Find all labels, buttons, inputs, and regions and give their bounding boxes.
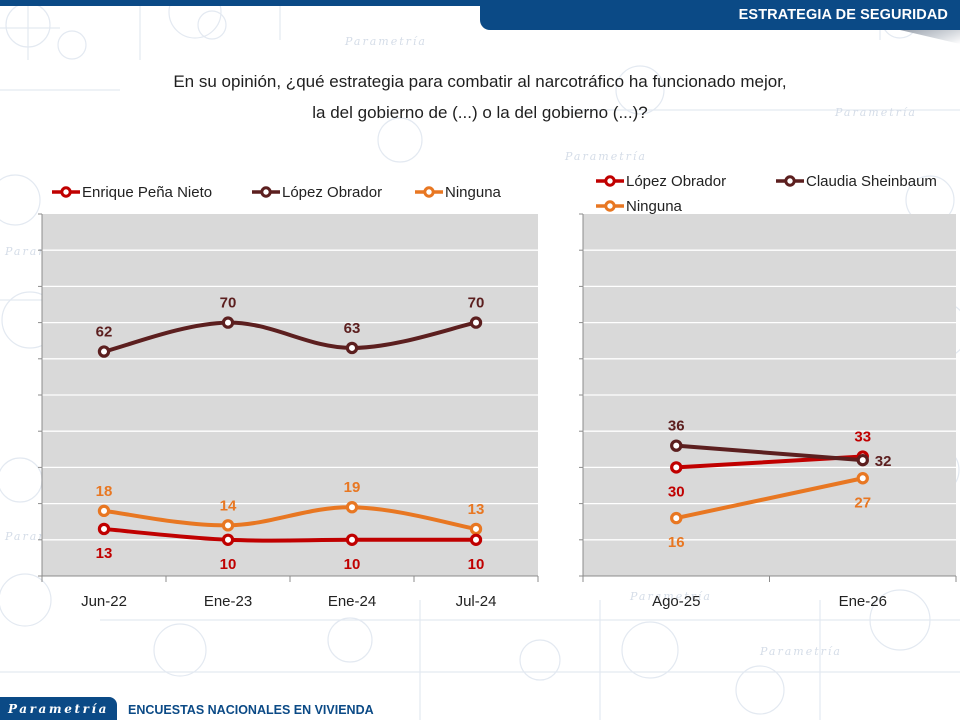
legend-label: López Obrador: [282, 184, 382, 201]
data-point-marker: [221, 316, 235, 329]
legend-swatch-marker: [604, 175, 616, 187]
series-line: [102, 505, 478, 531]
x-tick-label: Ene-26: [839, 593, 887, 610]
series-line: [674, 443, 865, 463]
data-point-marker: [856, 453, 869, 467]
legend-swatch-marker: [60, 186, 72, 198]
chart-left-legend: Enrique Peña Nieto López Obrador Ninguna: [52, 184, 502, 201]
legend-swatch-marker: [423, 186, 435, 198]
logo-text: Parametría: [7, 701, 110, 716]
data-point-marker: [670, 439, 683, 452]
data-label: 63: [344, 320, 361, 337]
footer-subtitle: ENCUESTAS NACIONALES EN VIVIENDA: [128, 703, 374, 717]
data-label: 14: [220, 497, 237, 514]
x-tick-label: Ene-23: [204, 593, 252, 610]
series-claudia-sheinbaum: 36 32: [668, 418, 892, 470]
data-label: 13: [96, 545, 113, 562]
x-tick-label: Jun-22: [81, 593, 127, 610]
chart-right-x-tick-labels: Ago-25 Ene-26: [652, 593, 887, 610]
legend-swatch-marker: [784, 175, 796, 187]
legend-label: Ninguna: [445, 184, 502, 201]
series-enrique-pe-a-nieto: 13 10 10 10: [96, 522, 485, 573]
data-label: 10: [220, 556, 237, 573]
legend-swatch-marker: [260, 186, 272, 198]
data-label: 70: [220, 295, 237, 312]
x-tick-label: Jul-24: [456, 593, 497, 610]
legend-item: López Obrador: [252, 184, 382, 201]
series-line: [102, 320, 478, 354]
data-point-marker: [469, 533, 483, 547]
chart-right: López Obrador Claudia Sheinbaum Ninguna Ag…: [579, 173, 957, 610]
data-label: 10: [344, 556, 361, 573]
x-tick-label: Ago-25: [652, 593, 700, 610]
legend-label: Enrique Peña Nieto: [82, 184, 212, 201]
legend-item: Claudia Sheinbaum: [776, 173, 937, 190]
chart-right-legend: López Obrador Claudia Sheinbaum Ninguna: [596, 173, 937, 215]
data-label: 30: [668, 483, 685, 500]
data-label: 16: [668, 534, 685, 551]
data-point-marker: [221, 519, 235, 532]
chart-left-series: 18 14 19 13 13 10 10 10 62 70 63 70: [96, 295, 485, 573]
data-label: 32: [875, 453, 892, 470]
data-point-marker: [97, 522, 111, 536]
data-label: 13: [468, 501, 485, 518]
data-point-marker: [97, 345, 111, 358]
series-l-pez-obrador: 62 70 63 70: [96, 295, 485, 358]
chart-left-x-tick-labels: Jun-22 Ene-23 Ene-24 Jul-24: [81, 593, 496, 610]
legend-item: Enrique Peña Nieto: [52, 184, 212, 201]
data-label: 27: [854, 494, 871, 511]
data-point-marker: [345, 501, 359, 514]
data-point-marker: [97, 504, 111, 518]
legend-label: Claudia Sheinbaum: [806, 173, 937, 190]
data-point-marker: [469, 316, 483, 329]
data-point-marker: [345, 533, 359, 547]
x-tick-label: Ene-24: [328, 593, 376, 610]
legend-item: Ninguna: [596, 198, 683, 215]
data-label: 10: [468, 556, 485, 573]
chart-right-gridlines: [583, 249, 956, 541]
question-line-2: la del gobierno de (...) o la del gobier…: [312, 103, 648, 122]
parametria-logo: Parametría: [0, 697, 117, 720]
data-point-marker: [670, 511, 683, 525]
chart-left-gridlines: [42, 249, 538, 541]
legend-item: López Obrador: [596, 173, 726, 190]
data-point-marker: [221, 533, 235, 547]
series-ninguna: 18 14 19 13: [96, 479, 485, 536]
series-line: [102, 526, 478, 543]
legend-label: Ninguna: [626, 198, 683, 215]
series-line: [674, 476, 865, 521]
data-label: 18: [96, 483, 113, 500]
chart-right-axes: [579, 213, 957, 582]
data-point-marker: [670, 461, 683, 474]
data-label: 70: [468, 295, 485, 312]
data-label: 19: [344, 479, 361, 496]
data-point-marker: [345, 341, 359, 355]
legend-item: Ninguna: [415, 184, 502, 201]
series-l-pez-obrador: 30 33: [668, 429, 871, 501]
data-label: 36: [668, 418, 685, 435]
legend-swatch-marker: [604, 200, 616, 212]
data-label: 33: [854, 429, 871, 446]
data-point-marker: [469, 522, 483, 536]
legend-label: López Obrador: [626, 173, 726, 190]
data-label: 62: [96, 324, 113, 341]
chart-left: Enrique Peña Nieto López Obrador Ninguna J…: [38, 184, 539, 610]
data-point-marker: [856, 472, 869, 485]
